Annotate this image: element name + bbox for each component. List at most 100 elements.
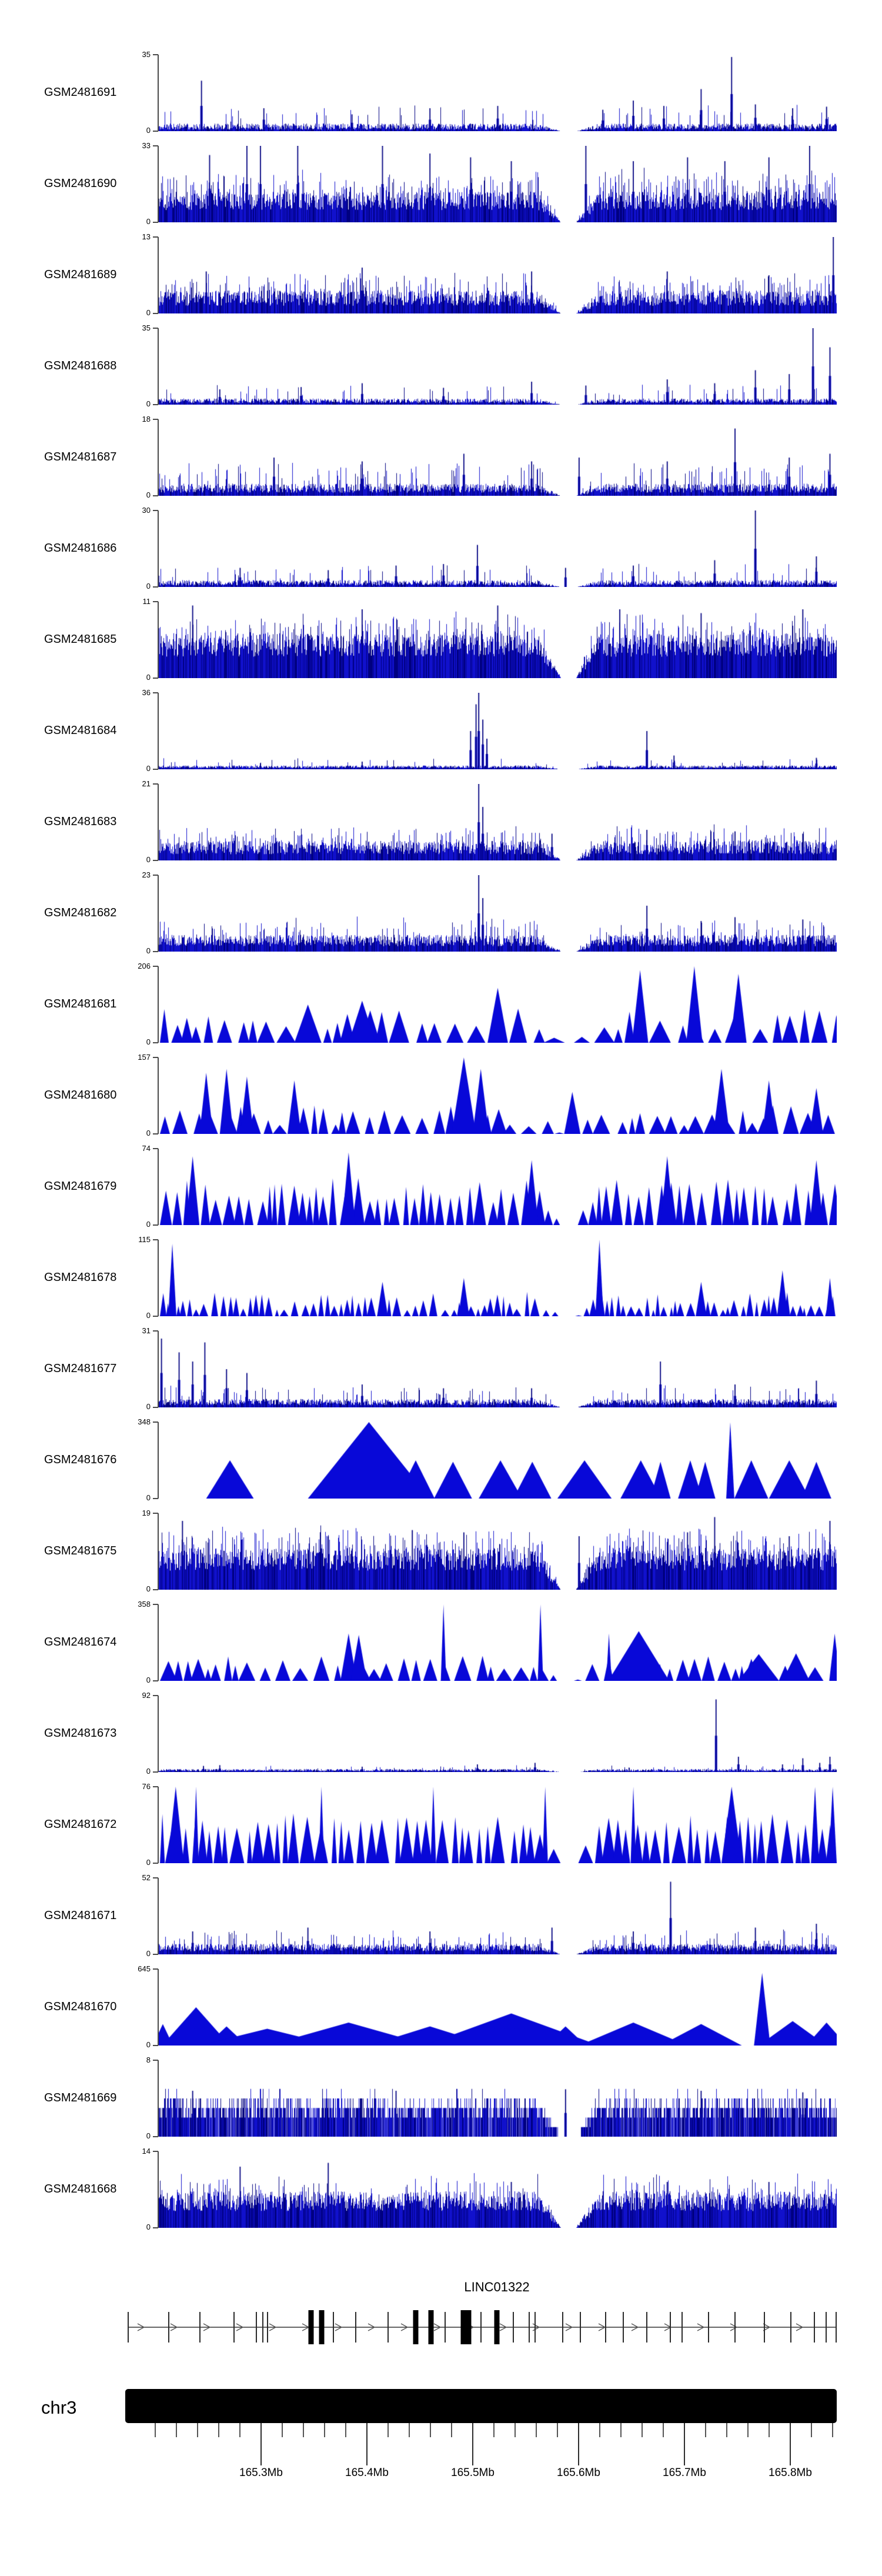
y-axis-zero-label: 0 bbox=[146, 126, 151, 135]
axis-minor-tick bbox=[493, 2423, 495, 2437]
axis-minor-tick bbox=[282, 2423, 283, 2437]
y-axis-zero-tick bbox=[153, 1224, 158, 1226]
y-axis-spine bbox=[158, 693, 159, 769]
axis-major-tick bbox=[366, 2423, 368, 2465]
coverage-plot bbox=[159, 1513, 837, 1590]
track-label: GSM2481689 bbox=[44, 268, 117, 281]
strand-arrow-icon bbox=[137, 2323, 145, 2331]
coverage-plot bbox=[159, 55, 837, 131]
y-axis-top-tick bbox=[153, 236, 158, 238]
exon-thin bbox=[623, 2312, 624, 2343]
strand-arrow-icon bbox=[730, 2323, 738, 2331]
y-axis-zero-tick bbox=[153, 1863, 158, 1864]
track-label: GSM2481678 bbox=[44, 1271, 117, 1284]
y-axis-spine bbox=[158, 875, 159, 952]
gene-name-label: LINC01322 bbox=[464, 2280, 530, 2294]
y-axis-top-tick bbox=[153, 1148, 158, 1149]
strand-arrow-icon bbox=[335, 2323, 343, 2331]
y-axis-zero-label: 0 bbox=[146, 308, 151, 317]
y-axis-spine bbox=[158, 419, 159, 496]
y-axis-top-tick bbox=[153, 601, 158, 602]
y-axis-zero-tick bbox=[153, 1498, 158, 1499]
y-axis-zero-tick bbox=[153, 131, 158, 132]
axis-minor-tick bbox=[430, 2423, 431, 2437]
y-axis-max-label: 14 bbox=[142, 2147, 151, 2155]
y-axis-zero-tick bbox=[153, 2045, 158, 2046]
axis-minor-tick bbox=[176, 2423, 177, 2437]
strand-arrow-icon bbox=[400, 2323, 409, 2331]
track-label: GSM2481681 bbox=[44, 997, 117, 1010]
y-axis-zero-label: 0 bbox=[146, 673, 151, 682]
track-label: GSM2481688 bbox=[44, 359, 117, 372]
track-label: GSM2481669 bbox=[44, 2091, 117, 2104]
y-axis-zero-label: 0 bbox=[146, 1676, 151, 1684]
axis-minor-tick bbox=[642, 2423, 643, 2437]
axis-tick-label: 165.3Mb bbox=[239, 2467, 283, 2479]
coverage-plot bbox=[159, 784, 837, 860]
exon-thin bbox=[480, 2312, 482, 2343]
y-axis-zero-label: 0 bbox=[146, 1493, 151, 1502]
axis-minor-tick bbox=[387, 2423, 389, 2437]
y-axis-zero-label: 0 bbox=[146, 1129, 151, 1137]
y-axis-top-tick bbox=[153, 2151, 158, 2152]
y-axis-top-tick bbox=[153, 1695, 158, 1696]
axis-minor-tick bbox=[599, 2423, 600, 2437]
y-axis-max-label: 21 bbox=[142, 779, 151, 788]
exon-thick bbox=[466, 2310, 472, 2344]
y-axis-top-tick bbox=[153, 54, 158, 55]
strand-arrow-icon bbox=[170, 2323, 178, 2331]
y-axis-zero-tick bbox=[153, 1316, 158, 1317]
y-axis-max-label: 30 bbox=[142, 506, 151, 515]
coverage-plot bbox=[159, 146, 837, 222]
exon-thin bbox=[128, 2312, 129, 2343]
track-label: GSM2481675 bbox=[44, 1544, 117, 1557]
exon-thin bbox=[681, 2312, 683, 2343]
coverage-plot bbox=[159, 602, 837, 678]
coverage-plot bbox=[159, 693, 837, 769]
y-axis-top-tick bbox=[153, 692, 158, 693]
y-axis-top-tick bbox=[153, 419, 158, 420]
y-axis-spine bbox=[158, 1331, 159, 1407]
axis-major-tick bbox=[260, 2423, 262, 2465]
y-axis-max-label: 35 bbox=[142, 50, 151, 59]
y-axis-max-label: 31 bbox=[142, 1326, 151, 1335]
y-axis-top-tick bbox=[153, 1057, 158, 1058]
y-axis-max-label: 8 bbox=[146, 2056, 151, 2064]
exon-thin bbox=[580, 2312, 581, 2343]
y-axis-zero-tick bbox=[153, 1407, 158, 1408]
y-axis-max-label: 358 bbox=[138, 1600, 151, 1609]
exon-thin bbox=[256, 2312, 257, 2343]
y-axis-max-label: 74 bbox=[142, 1144, 151, 1153]
axis-minor-tick bbox=[303, 2423, 304, 2437]
y-axis-spine bbox=[158, 1422, 159, 1499]
strand-arrow-icon bbox=[269, 2323, 277, 2331]
exon-thin bbox=[734, 2312, 736, 2343]
axis-major-tick bbox=[472, 2423, 473, 2465]
track-label: GSM2481674 bbox=[44, 1636, 117, 1649]
y-axis-top-tick bbox=[153, 875, 158, 876]
y-axis-spine bbox=[158, 1240, 159, 1316]
y-axis-max-label: 13 bbox=[142, 232, 151, 241]
exon-thick bbox=[428, 2310, 434, 2344]
y-axis-top-tick bbox=[153, 1968, 158, 1970]
y-axis-zero-tick bbox=[153, 404, 158, 405]
y-axis-max-label: 33 bbox=[142, 141, 151, 150]
exon-thin bbox=[790, 2312, 791, 2343]
axis-minor-tick bbox=[451, 2423, 452, 2437]
exon-thin bbox=[646, 2312, 647, 2343]
y-axis-zero-tick bbox=[153, 313, 158, 314]
axis-tick-label: 165.8Mb bbox=[769, 2467, 812, 2479]
y-axis-spine bbox=[158, 1513, 159, 1590]
y-axis-max-label: 19 bbox=[142, 1509, 151, 1517]
y-axis-top-tick bbox=[153, 1604, 158, 1605]
y-axis-spine bbox=[158, 1149, 159, 1225]
y-axis-max-label: 115 bbox=[138, 1235, 151, 1244]
y-axis-zero-label: 0 bbox=[146, 2040, 151, 2049]
y-axis-zero-tick bbox=[153, 586, 158, 588]
y-axis-zero-label: 0 bbox=[146, 2223, 151, 2231]
strand-arrow-icon bbox=[203, 2323, 211, 2331]
track-label: GSM2481670 bbox=[44, 2000, 117, 2013]
coverage-plot bbox=[159, 1057, 837, 1134]
y-axis-zero-label: 0 bbox=[146, 1858, 151, 1867]
